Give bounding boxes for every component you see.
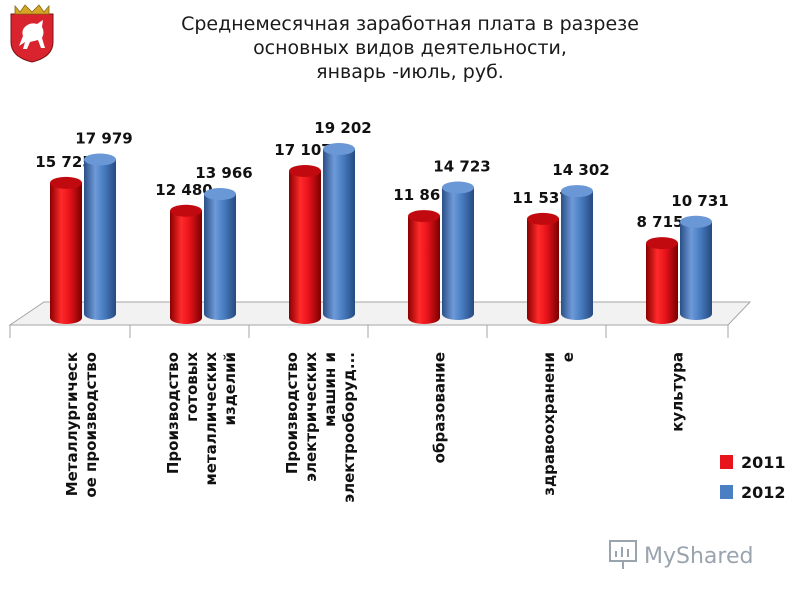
legend: 2011 2012 — [720, 450, 786, 510]
category-label-2-1: электрических — [302, 352, 320, 482]
category-label-0-1: ое производство — [82, 352, 100, 498]
bar-2012-4 — [561, 185, 593, 320]
chart-title: Среднемесячная заработная плата в разрез… — [170, 12, 650, 84]
bar-top — [408, 210, 440, 223]
bar-2012-2 — [323, 143, 355, 320]
data-label-2011-2: 17 107 — [274, 141, 331, 159]
chart-title-line-3: январь -июль, руб. — [316, 61, 504, 83]
bar-body — [527, 218, 559, 324]
bar-body — [50, 182, 82, 324]
bar-body — [408, 216, 440, 324]
bar-body — [84, 159, 116, 320]
bar-top — [289, 165, 321, 178]
category-label-4-1: е — [559, 352, 577, 362]
bar-body — [680, 221, 712, 320]
data-label-2011-3: 11 861 — [393, 186, 450, 204]
bar-2012-3 — [442, 181, 474, 320]
data-label-2012-0: 17 979 — [75, 130, 132, 148]
legend-label-2012: 2012 — [741, 482, 786, 502]
watermark-text: MyShared — [644, 544, 753, 569]
bar-top — [680, 215, 712, 228]
bar-body — [561, 191, 593, 320]
bar-top — [561, 185, 593, 198]
category-label-1-2: металлических — [202, 352, 220, 486]
bar-top — [204, 187, 236, 200]
bar-top — [646, 237, 678, 250]
bar-2011-3 — [408, 210, 440, 324]
bar-2011-1 — [170, 204, 202, 324]
data-label-2011-4: 11 537 — [512, 189, 569, 207]
category-label-4-0: здравоохранени — [540, 352, 558, 496]
data-label-2012-3: 14 723 — [433, 157, 490, 175]
category-label-1-3: изделий — [221, 352, 239, 426]
data-label-2011-1: 12 480 — [155, 181, 212, 199]
coat-of-arms-icon — [10, 4, 54, 63]
category-label-3-0: образование — [431, 352, 449, 463]
category-label-0-0: Металлургическ — [63, 352, 81, 496]
category-label-2-2: машин и — [321, 352, 339, 427]
bar-top — [50, 176, 82, 189]
legend-item-2011: 2011 — [720, 450, 786, 474]
category-label-1-0: Производство — [164, 352, 182, 474]
bar-body — [289, 171, 321, 324]
legend-swatch-2011 — [720, 455, 733, 469]
chart-floor — [8, 301, 752, 326]
presentation-icon — [609, 540, 637, 569]
data-label-2011-0: 15 725 — [35, 153, 92, 171]
watermark-logo: MyShared — [609, 540, 753, 569]
legend-swatch-2012 — [720, 485, 733, 499]
bar-body — [170, 210, 202, 324]
bar-top — [170, 204, 202, 217]
data-label-2012-2: 19 202 — [314, 119, 371, 137]
bar-2011-2 — [289, 165, 321, 324]
category-label-2-3: электрооборуд... — [340, 352, 358, 503]
bar-body — [323, 149, 355, 320]
data-label-2012-1: 13 966 — [195, 164, 252, 182]
chart-title-line-1: Среднемесячная заработная плата в разрез… — [181, 13, 639, 35]
legend-label-2011: 2011 — [741, 452, 786, 472]
chart-title-line-2: основных видов деятельности, — [253, 37, 567, 59]
category-label-2-0: Производство — [283, 352, 301, 474]
data-label-2012-4: 14 302 — [552, 161, 609, 179]
bar-2012-1 — [204, 187, 236, 320]
bar-top — [527, 212, 559, 225]
bar-2011-0 — [50, 176, 82, 324]
category-label-1-1: готовых — [183, 352, 201, 422]
bar-top — [84, 153, 116, 166]
bar-body — [646, 243, 678, 324]
bar-top — [442, 181, 474, 194]
bar-2012-5 — [680, 215, 712, 320]
bar-body — [204, 193, 236, 320]
bar-2011-4 — [527, 212, 559, 324]
bar-top — [323, 143, 355, 155]
data-label-2012-5: 10 731 — [671, 192, 728, 210]
bar-body — [442, 187, 474, 320]
data-label-2011-5: 8 715 — [637, 213, 684, 231]
bar-2011-5 — [646, 237, 678, 324]
bar-2012-0 — [84, 153, 116, 320]
category-label-5-0: культура — [669, 352, 687, 432]
legend-item-2012: 2012 — [720, 480, 786, 504]
